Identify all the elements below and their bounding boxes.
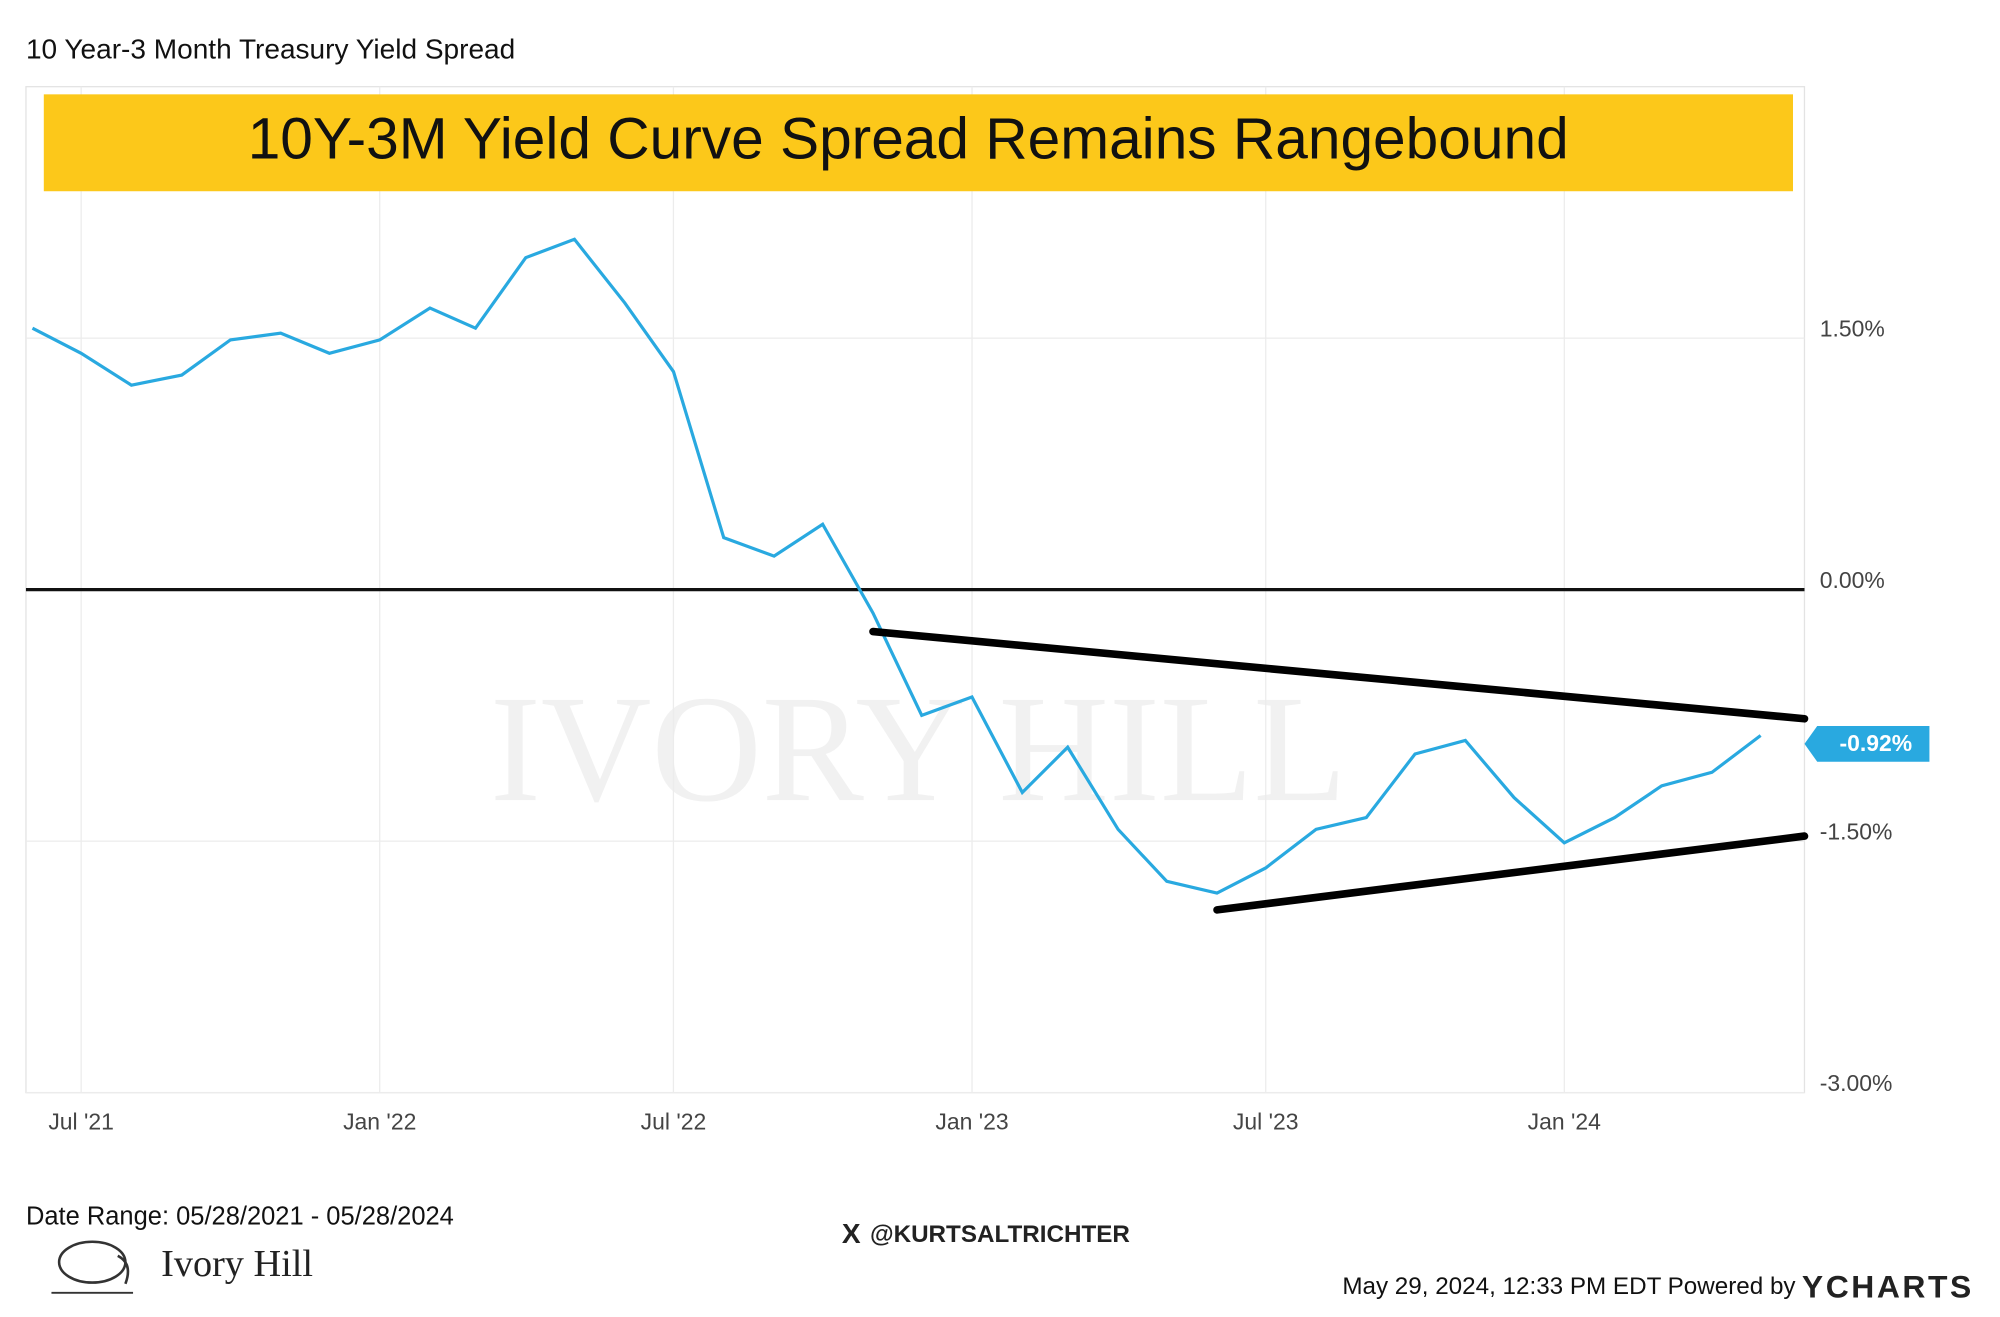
watermark: IVORY HILL bbox=[490, 665, 1347, 834]
banner-box bbox=[43, 94, 1794, 192]
brand-logo bbox=[51, 1240, 134, 1294]
x-tick-label: Jan '24 bbox=[1528, 1108, 1601, 1134]
x-tick-label: Jan '22 bbox=[343, 1108, 416, 1134]
plot: -3.00% -1.50% 0.00% 1.50% Jul '21 Jan '22 Jul … bbox=[25, 86, 1930, 1134]
x-logo: X bbox=[842, 1218, 861, 1249]
y-tick-label: 0.00% bbox=[1820, 567, 1885, 593]
y-tick-label: 1.50% bbox=[1820, 316, 1885, 342]
trendline bbox=[1213, 832, 1809, 914]
x-tick-label: Jul '21 bbox=[48, 1108, 114, 1134]
y-tick-label: -3.00% bbox=[1820, 1070, 1893, 1096]
last-value-tag bbox=[1804, 726, 1930, 762]
brand: Ivory Hill bbox=[161, 1243, 313, 1285]
chart-title: 10 Year-3 Month Treasury Yield Spread bbox=[26, 33, 515, 64]
trendline bbox=[869, 627, 1809, 723]
provider: YCHARTS bbox=[1802, 1268, 1974, 1304]
last-value-label: -0.92% bbox=[1840, 730, 1913, 756]
series-line bbox=[31, 237, 1762, 895]
x-tick-label: Jul '22 bbox=[641, 1108, 707, 1134]
footer: May 29, 2024, 12:33 PM EDT Powered by bbox=[1342, 1273, 1796, 1300]
handle: @KURTSALTRICHTER bbox=[870, 1221, 1130, 1248]
x-tick-label: Jul '23 bbox=[1233, 1108, 1299, 1134]
date-range: Date Range: 05/28/2021 - 05/28/2024 bbox=[26, 1202, 454, 1230]
x-tick-label: Jan '23 bbox=[935, 1108, 1008, 1134]
banner: 10Y-3M Yield Curve Spread Remains Rangeb… bbox=[248, 106, 1569, 171]
y-tick-label: -1.50% bbox=[1820, 819, 1893, 845]
